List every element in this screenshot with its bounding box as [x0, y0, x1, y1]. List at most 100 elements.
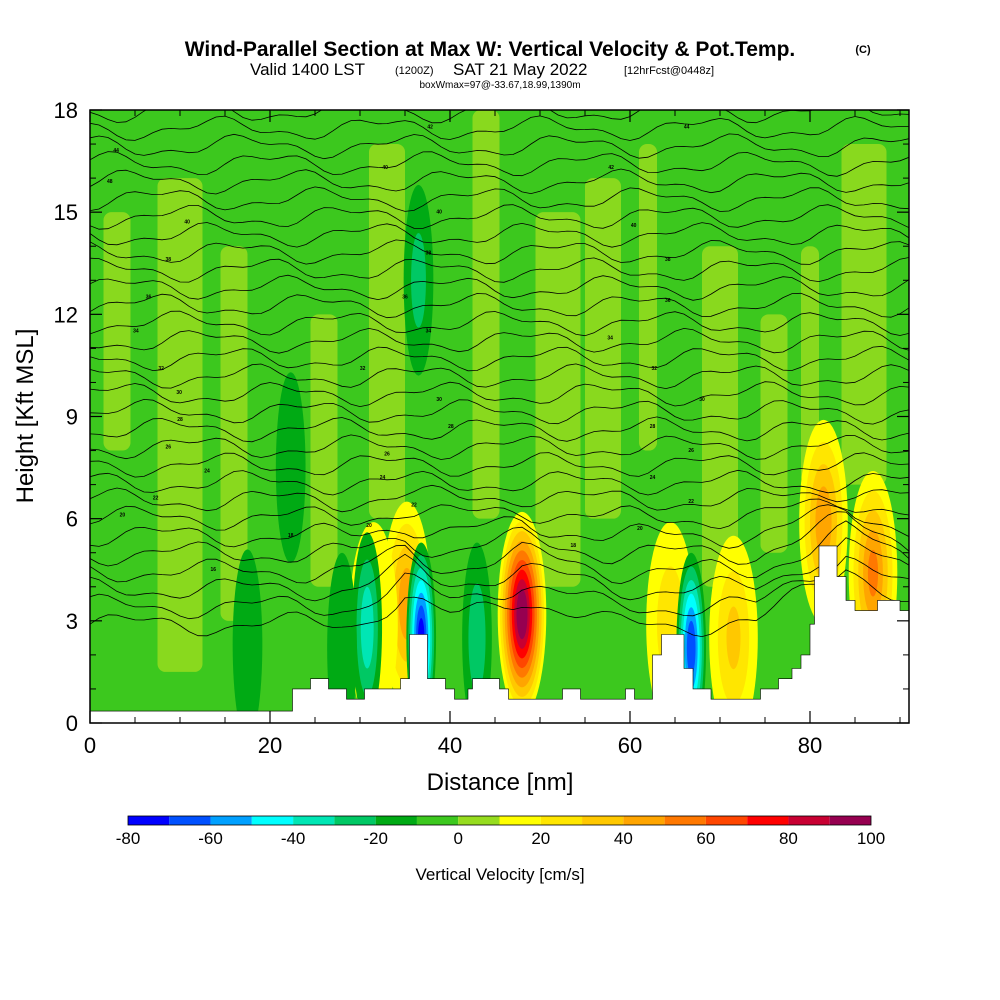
- theta-contour-label: 24: [204, 468, 210, 474]
- downdraft-core: [232, 549, 263, 723]
- updraft-core: [516, 588, 528, 640]
- theta-contour-label: 40: [382, 165, 388, 171]
- valid-utc: (1200Z): [395, 65, 434, 77]
- theta-contour-line: [90, 504, 909, 549]
- theta-contour-line: [90, 569, 909, 638]
- theta-contour-line: [90, 327, 909, 354]
- downdraft-core: [468, 583, 486, 693]
- theta-contour-label: 20: [120, 513, 126, 519]
- colorbar-segment: [623, 816, 665, 825]
- y-tick-label: 6: [66, 507, 78, 532]
- theta-contour-label: 28: [177, 417, 183, 423]
- colorbar-segment: [582, 816, 624, 825]
- colorbar-segment: [169, 816, 211, 825]
- x-tick-label: 60: [618, 733, 642, 758]
- theta-contour-label: 30: [176, 390, 182, 396]
- theta-contour-label: 16: [211, 567, 217, 573]
- downdraft-core: [275, 372, 306, 563]
- theta-contour-label: 34: [607, 336, 613, 342]
- theta-contour-label: 34: [426, 329, 432, 335]
- y-tick-label: 3: [66, 609, 78, 634]
- theta-contours: [90, 110, 909, 638]
- theta-contour-line: [90, 537, 909, 602]
- theta-contour-label: 30: [436, 397, 442, 403]
- colorbar-tick-label: 0: [453, 829, 462, 848]
- x-tick-label: 0: [84, 733, 96, 758]
- downdraft-core: [686, 620, 696, 676]
- theta-contour-label: 30: [699, 397, 705, 403]
- x-tick-label: 40: [438, 733, 462, 758]
- theta-contour-label: 20: [637, 526, 643, 532]
- theta-contour-label: 22: [153, 496, 159, 502]
- theta-contour-label: 38: [426, 250, 432, 256]
- colorbar-segment: [210, 816, 252, 825]
- theta-contour-line: [90, 555, 909, 620]
- theta-contour-line: [90, 110, 909, 124]
- theta-contour-label: 36: [402, 295, 408, 301]
- theta-contour-label: 42: [427, 124, 433, 130]
- downdraft-core: [411, 233, 426, 328]
- y-tick-label: 9: [66, 405, 78, 430]
- colorbar-segment: [128, 816, 170, 825]
- y-tick-label: 0: [66, 711, 78, 736]
- colorbar-tick-label: 100: [857, 829, 885, 848]
- theta-contour-line: [90, 274, 909, 301]
- updraft-streak: [841, 144, 887, 485]
- theta-contour-label: 44: [684, 124, 690, 130]
- colorbar-tick-label: -40: [281, 829, 306, 848]
- theta-contour-label: 22: [411, 502, 417, 508]
- theta-contour-label: 26: [166, 444, 172, 450]
- updraft-core: [867, 549, 879, 597]
- colorbar-segment: [829, 816, 871, 825]
- y-axis-title: Height [Kft MSL]: [12, 329, 39, 504]
- theta-contour-line: [90, 151, 909, 177]
- theta-contour-line: [90, 239, 909, 265]
- chart-title: Wind-Parallel Section at Max W: Vertical…: [185, 38, 871, 91]
- theta-contour-label: 18: [288, 533, 294, 539]
- terrain: [90, 545, 909, 723]
- theta-contour-line: [90, 222, 909, 248]
- colorbar-segment: [416, 816, 459, 825]
- downdraft-core: [360, 586, 374, 669]
- theta-contour-line: [90, 434, 909, 460]
- theta-contour-label: 28: [448, 424, 454, 430]
- theta-contour-line: [90, 511, 909, 567]
- theta-contour-line: [90, 452, 909, 478]
- theta-contour-label: 32: [652, 366, 658, 372]
- valid-date: SAT 21 May 2022: [453, 60, 588, 79]
- theta-contour-labels: 44 48 40 38 36 34 32 30 28 26 24 22 20 18 16 42 40 40 38 36…: [107, 124, 705, 573]
- theta-contour-label: 22: [688, 499, 694, 505]
- colorbar-tick-label: -20: [363, 829, 388, 848]
- terrain-profile: [90, 545, 909, 723]
- y-tick-label: 15: [54, 200, 78, 225]
- x-tick-label: 20: [258, 733, 282, 758]
- colorbar-tick-label: 60: [696, 829, 715, 848]
- theta-contour-line: [90, 310, 909, 337]
- colorbar-tick-label: 80: [779, 829, 798, 848]
- theta-contour-label: 38: [665, 257, 671, 263]
- copyright-mark: (C): [855, 44, 871, 56]
- colorbar-segment: [334, 816, 376, 825]
- updraft-streak: [220, 246, 248, 621]
- theta-contour-line: [90, 292, 909, 319]
- box-info: boxWmax=97@-33.67,18.99,1390m: [419, 80, 580, 91]
- theta-contour-line: [90, 257, 909, 283]
- colorbar-segment: [499, 816, 541, 825]
- updraft-streak: [103, 212, 131, 451]
- colorbar-segment: [458, 816, 500, 825]
- theta-contour-label: 34: [133, 329, 139, 335]
- colorbar: -80 -60 -40 -20 0 20 40 60 80 100: [116, 815, 885, 848]
- forecast-info: [12hrFcst@0448z]: [624, 65, 714, 77]
- colorbar-segment: [251, 816, 294, 825]
- theta-contour-line: [90, 133, 909, 160]
- updraft-streak: [585, 178, 621, 519]
- colorbar-segment: [705, 816, 748, 825]
- theta-contour-line: [90, 381, 909, 408]
- colorbar-tick-label: 40: [614, 829, 633, 848]
- colorbar-tick-label: -60: [198, 829, 223, 848]
- theta-contour-label: 44: [113, 148, 119, 154]
- theta-contour-label: 38: [166, 257, 172, 263]
- updraft-streak: [639, 144, 657, 451]
- theta-contour-label: 40: [184, 220, 190, 226]
- theta-contour-line: [90, 345, 909, 372]
